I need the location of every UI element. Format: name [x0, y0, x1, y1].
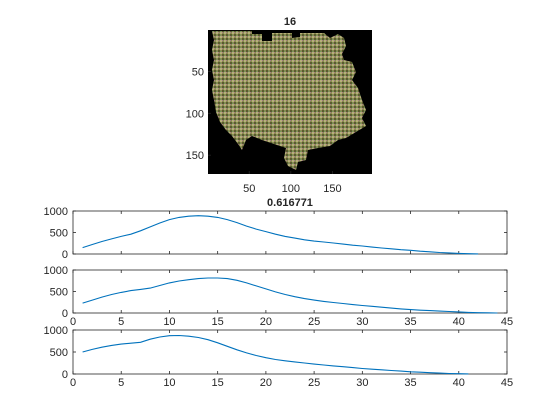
line-subplot-2-x-tick-label: 15	[212, 316, 224, 328]
line-subplot-2-x-tick-label: 45	[501, 316, 513, 328]
line-subplot-3-x-tick-label: 40	[453, 377, 465, 389]
line-subplot-2: 0 500 1000 0 5 10 15 20 25 30 35 40 45	[44, 265, 514, 328]
line-subplot-2-x-tick-label: 40	[453, 316, 465, 328]
line-subplot-1-title: 0.616771	[267, 197, 313, 209]
line-subplot-2-x-tick-label: 35	[404, 316, 416, 328]
line-subplot-1-y-tick-label: 500	[50, 228, 68, 240]
line-subplot-2-content: 0 500 1000 0 5 10 15 20 25 30 35 40 45	[44, 265, 514, 328]
line-subplot-3-x-tick-label: 25	[308, 377, 320, 389]
line-subplot-3-axes	[72, 329, 508, 375]
line-subplot-3-x-tick-label: 20	[260, 377, 272, 389]
line-subplot-3-x-tick-label: 35	[404, 377, 416, 389]
line-subplot-3-x-tick-label: 10	[163, 377, 175, 389]
line-subplot-3-y-tick-label: 500	[50, 347, 68, 359]
line-subplot-1-y-tick-label: 1000	[44, 206, 68, 218]
line-subplot-3: 0 500 1000 0 5 10 15 20 25 30 35 40 45	[44, 325, 514, 389]
image-y-tick-label: 50	[192, 66, 204, 78]
line-subplot-3-x-tick-label: 0	[70, 377, 76, 389]
line-subplot-3-x-tick-label: 5	[118, 377, 124, 389]
line-subplot-1-axes	[72, 210, 508, 255]
line-subplot-3-x-tick-label: 30	[356, 377, 368, 389]
image-y-tick-label: 100	[186, 108, 204, 120]
line-subplot-2-x-tick-label: 10	[163, 316, 175, 328]
image-y-tick-label: 150	[186, 150, 204, 162]
line-subplot-3-x-tick-label: 15	[212, 377, 224, 389]
line-subplot-2-x-tick-label: 20	[260, 316, 272, 328]
line-subplot-2-x-tick-label: 25	[308, 316, 320, 328]
line-subplot-2-y-tick-label: 0	[62, 308, 68, 320]
line-subplot-2-y-tick-label: 1000	[44, 265, 68, 277]
image-texture-region	[212, 31, 366, 170]
line-subplot-3-x-tick-label: 45	[501, 377, 513, 389]
line-subplot-2-x-tick-label: 5	[118, 316, 124, 328]
line-subplot-1-series-line	[82, 215, 479, 255]
line-subplot-2-y-tick-label: 500	[50, 287, 68, 299]
line-subplot-2-x-tick-label: 0	[70, 316, 76, 328]
line-subplot-2-axes	[72, 269, 508, 314]
line-subplot-2-x-tick-label: 30	[356, 316, 368, 328]
image-x-tick-label: 100	[282, 183, 300, 195]
line-subplot-3-content: 0 500 1000 0 5 10 15 20 25 30 35 40 45	[44, 325, 514, 389]
line-subplot-3-series-line	[82, 334, 469, 375]
line-subplot-1: 0.616771 0 500 1000	[44, 197, 508, 261]
image-x-tick-label: 150	[323, 183, 341, 195]
line-subplot-1-content: 0 500 1000	[44, 206, 508, 261]
image-title: 16	[284, 16, 296, 28]
line-subplot-3-y-tick-label: 1000	[44, 325, 68, 337]
line-subplot-1-y-tick-label: 0	[62, 249, 68, 261]
line-subplot-2-series-line	[82, 277, 498, 314]
image-ticks: 50 100 150 50 100 150	[186, 66, 342, 195]
image-subplot: 16 50 100 150 50 100 150	[186, 16, 372, 195]
line-subplot-3-y-tick-label: 0	[62, 369, 68, 381]
image-x-tick-label: 50	[243, 183, 255, 195]
